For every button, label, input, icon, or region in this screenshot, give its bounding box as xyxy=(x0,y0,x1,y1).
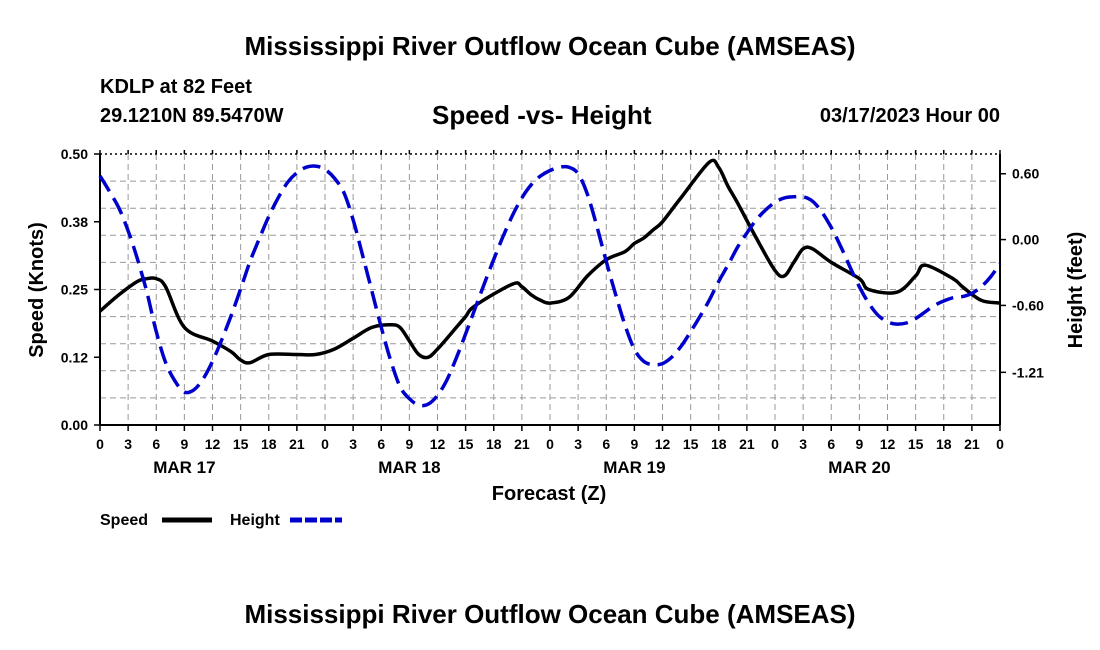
y-tick-label: 0.50 xyxy=(61,146,88,162)
x-tick-label: 12 xyxy=(430,436,446,452)
x-tick-label: 21 xyxy=(964,436,980,452)
y-tick-label: 0.12 xyxy=(61,349,88,365)
y2-tick-label: -0.60 xyxy=(1012,297,1044,313)
x-tick-label: 12 xyxy=(205,436,221,452)
x-tick-label: 9 xyxy=(405,436,413,452)
y-tick-label: 0.38 xyxy=(61,214,88,230)
y2-axis-label: Height (feet) xyxy=(1065,232,1087,349)
y2-tick-label: -1.21 xyxy=(1012,364,1044,380)
x-tick-label: 21 xyxy=(739,436,755,452)
x-tick-label: 15 xyxy=(908,436,924,452)
height-series-line xyxy=(98,164,1002,408)
x-tick-label: 12 xyxy=(655,436,671,452)
x-tick-label: 3 xyxy=(574,436,582,452)
y-tick-label: 0.25 xyxy=(61,282,88,298)
x-tick-label: 0 xyxy=(546,436,554,452)
station-label: KDLP at 82 Feet xyxy=(100,76,252,98)
x-tick-label: 9 xyxy=(630,436,638,452)
day-label: MAR 18 xyxy=(378,458,440,477)
x-tick-label: 0 xyxy=(996,436,1004,452)
y2-tick-label: 0.00 xyxy=(1012,232,1039,248)
day-label: MAR 17 xyxy=(153,458,215,477)
x-tick-label: 3 xyxy=(349,436,357,452)
x-tick-label: 6 xyxy=(827,436,835,452)
x-tick-label: 21 xyxy=(289,436,305,452)
x-tick-label: 15 xyxy=(233,436,249,452)
x-tick-label: 0 xyxy=(96,436,104,452)
y-tick-label: 0.00 xyxy=(61,417,88,433)
x-tick-label: 3 xyxy=(124,436,132,452)
legend: Speed Height xyxy=(100,512,342,529)
x-tick-label: 18 xyxy=(936,436,952,452)
forecast-date-label: 03/17/2023 Hour 00 xyxy=(819,105,1000,127)
x-tick-label: 9 xyxy=(855,436,863,452)
bottom-chart-title: Mississippi River Outflow Ocean Cube (AM… xyxy=(244,599,856,629)
series-lines xyxy=(98,158,1002,408)
legend-speed-label: Speed xyxy=(100,512,148,529)
x-tick-label: 21 xyxy=(514,436,530,452)
x-tick-label: 18 xyxy=(261,436,277,452)
x-tick-label: 6 xyxy=(602,436,610,452)
speed-series-line xyxy=(98,158,1001,365)
x-tick-label: 0 xyxy=(771,436,779,452)
x-tick-label: 0 xyxy=(321,436,329,452)
y2-tick-label: 0.60 xyxy=(1012,166,1039,182)
x-tick-label: 3 xyxy=(799,436,807,452)
x-tick-label: 6 xyxy=(152,436,160,452)
y-axis-label: Speed (Knots) xyxy=(26,222,48,358)
x-tick-label: 15 xyxy=(458,436,474,452)
x-tick-label: 12 xyxy=(880,436,896,452)
legend-height-label: Height xyxy=(230,512,280,529)
x-axis-label: Forecast (Z) xyxy=(492,483,606,505)
x-tick-label: 15 xyxy=(683,436,699,452)
grid-lines xyxy=(99,154,1001,425)
day-label: MAR 20 xyxy=(828,458,890,477)
coordinates-label: 29.1210N 89.5470W xyxy=(100,105,284,127)
x-tick-label: 6 xyxy=(377,436,385,452)
x-tick-label: 18 xyxy=(486,436,502,452)
x-tick-label: 18 xyxy=(711,436,727,452)
chart-subtitle: Speed -vs- Height xyxy=(432,100,652,130)
chart-title: Mississippi River Outflow Ocean Cube (AM… xyxy=(244,31,856,61)
x-tick-label: 9 xyxy=(180,436,188,452)
axis-ticks: 0 3 6 9 12 15 18 21 0 3 6 9 12 15 18 21 0 3 6 9 12 15 18 21 0 3 6 9… xyxy=(61,146,1044,477)
day-label: MAR 19 xyxy=(603,458,665,477)
